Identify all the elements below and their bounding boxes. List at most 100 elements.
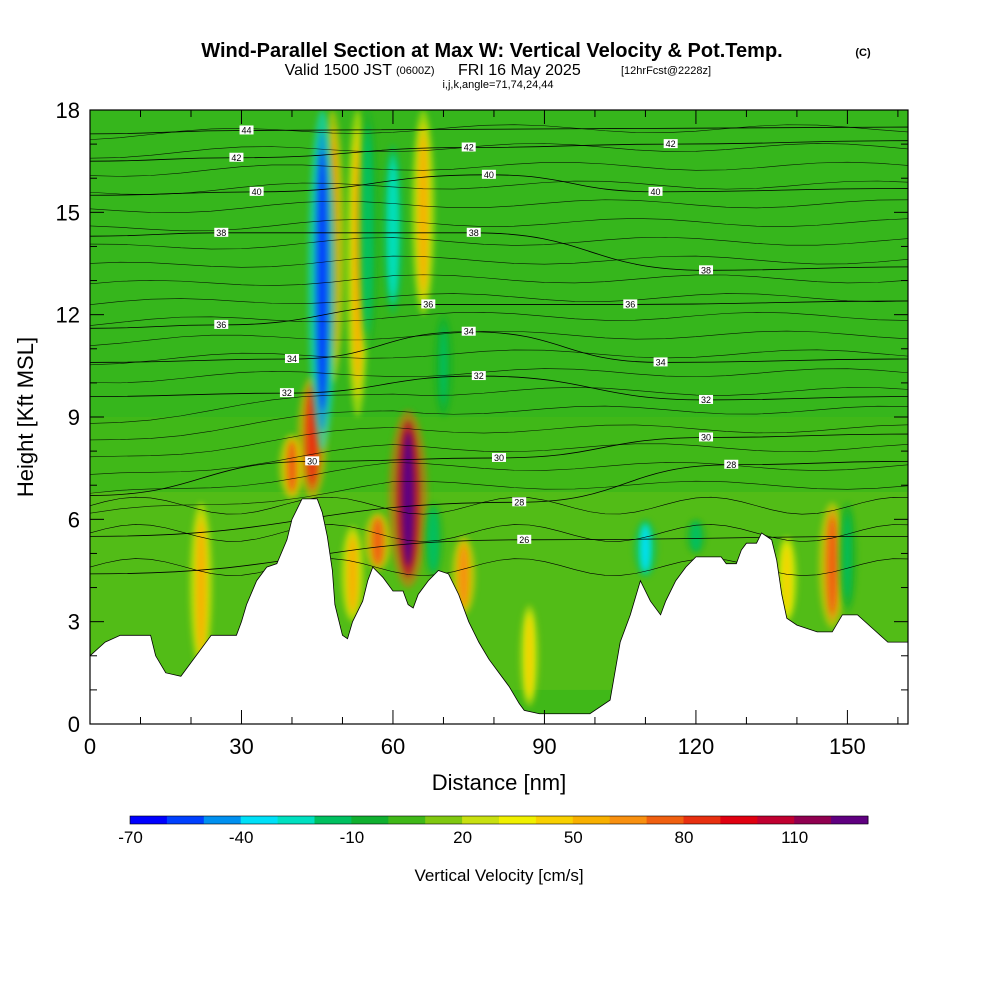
x-axis-label: Distance [nm] [432,770,567,795]
contour-label-text: 32 [474,371,484,381]
isentrope-line [90,255,908,268]
colorbar-swatch [757,816,795,824]
contour-label: 38 [699,265,714,275]
colorbar-tick-label: -40 [229,828,254,847]
updraft-core [388,410,428,588]
colorbar-tick-label: 50 [564,828,583,847]
updraft-core [363,512,392,571]
isentrope-line [90,480,908,514]
colorbar-swatch [277,816,315,824]
contour-label-text: 32 [282,388,292,398]
updraft-core [411,110,435,315]
isentrope-line [90,199,908,213]
isentrope-line [90,143,908,159]
y-tick-label: 12 [56,303,80,328]
contour-label-text: 34 [656,357,666,367]
downdraft-core [686,519,706,554]
contour-label-text: 40 [484,170,494,180]
y-tick-label: 6 [68,507,80,532]
terrain [90,498,908,724]
colorbar-frame [129,815,869,825]
upper-band [90,110,908,417]
isentrope-line [90,311,908,326]
colorbar-swatch [351,816,389,824]
downdraft-core-shell [692,523,699,550]
isentrope-line [90,496,908,515]
updraft-core-shell [526,616,533,695]
downdraft-core-shell [440,326,447,405]
updraft-core-shell [402,431,414,567]
downdraft-core [357,110,378,349]
x-tick-label: 150 [829,734,866,759]
contour-label-text: 36 [423,299,433,309]
isentrope-line [90,293,908,306]
contour-label: 38 [214,227,229,238]
forecast-info: [12hrFcst@2228z] [621,65,711,77]
isentrope-line [90,161,908,177]
isentrope-line [90,424,908,458]
x-tick-label: 90 [532,734,556,759]
updraft-core-shell [828,517,837,614]
colorbar-tick-label: 80 [675,828,694,847]
contour-label: 30 [305,456,320,466]
y-tick-label: 15 [56,200,80,225]
colorbar-tick-label: -70 [118,828,143,847]
colorbar-swatch [499,816,537,824]
contour-label: 40 [648,186,663,197]
isentrope-line [90,405,908,441]
updraft-core-shell [783,546,790,612]
contour-label: 36 [623,299,638,309]
colorbar-swatch [462,816,500,824]
updraft-core [451,536,476,615]
colorbar-swatch [720,816,758,824]
contour-label: 32 [279,388,294,398]
updraft-core-shell [419,134,427,291]
x-tick-label: 120 [678,734,715,759]
contour-label-text: 30 [307,456,317,466]
contour-label-text: 38 [469,228,479,238]
contour-label-text: 42 [464,143,474,153]
grid-indices: i,j,k,angle=71,74,24,44 [442,79,553,91]
contour-label-text: 36 [625,299,635,309]
contour-labels: 44 42 42 42 40 40 40 38 38 38 36 36 36 34 34 34 32 32 32 30… [214,125,739,545]
contour-label: 36 [421,299,436,309]
updraft-core-shell [460,545,468,606]
colorbar-swatch [572,816,611,824]
contour-label-text: 40 [252,187,262,197]
colorbar-swatch [130,816,168,824]
pot-temp-contours [90,124,908,576]
plot-area: 44 42 42 42 40 40 40 38 38 38 36 36 36 34 34 34 32 32 32 30… [90,110,908,724]
colorbar-swatch [683,816,721,824]
contour-label: 36 [214,319,229,330]
contour-label: 30 [699,432,714,442]
contour-label: 30 [492,452,506,463]
downdraft-core-shell [844,515,851,599]
updraft-core [341,526,365,622]
downdraft-core-shell [641,526,650,571]
x-tick-label: 60 [381,734,405,759]
contour-label: 34 [653,357,668,367]
isentrope-36 [90,300,908,329]
contour-label: 40 [481,169,496,180]
y-tick-label: 3 [68,610,80,635]
downdraft-core [838,502,857,612]
isentrope-line [90,349,908,366]
isentrope-line [90,462,908,494]
contour-label-text: 28 [514,497,524,507]
y-tick-label: 0 [68,712,80,737]
contour-label-text: 34 [464,327,474,337]
contour-label: 42 [461,142,476,153]
downdraft-core [307,110,337,452]
contour-label: 42 [663,139,678,149]
y-tick-label: 18 [56,98,80,123]
contour-label: 38 [466,227,481,238]
isentrope-line [90,274,908,286]
contour-label: 26 [517,534,532,545]
colorbar-tick-label: -10 [340,828,365,847]
colorbar-swatch [794,816,832,824]
updraft-core-shell [287,441,296,492]
contour-label: 34 [284,354,299,364]
colorbar-tick-label: 20 [453,828,472,847]
x-tick-label: 0 [84,734,96,759]
